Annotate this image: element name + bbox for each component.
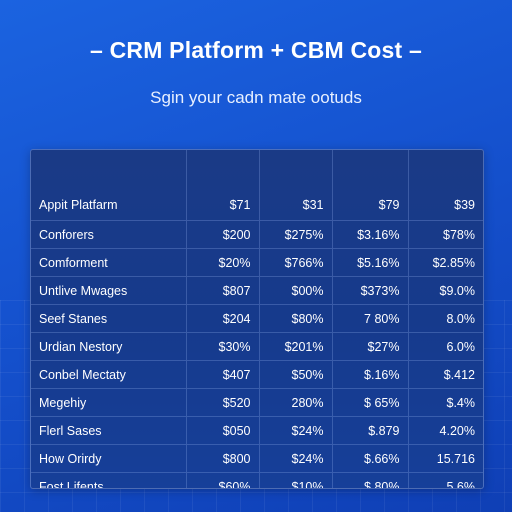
row-label: Comforment — [31, 248, 186, 277]
table-cell: $.80% — [331, 472, 408, 488]
table-cell: $27% — [331, 332, 408, 361]
table-cell: $10% — [258, 472, 332, 488]
table-cell: 7 80% — [331, 304, 408, 333]
table-row: Comforment $20% $766% $5.16% $2.85% — [31, 248, 483, 277]
table-cell: $.879 — [331, 416, 408, 445]
table-cell: $50% — [258, 360, 332, 389]
table-cell: $2.85% — [407, 248, 483, 277]
table-cell: 8.0% — [407, 304, 483, 333]
table-cell: $.4% — [407, 388, 483, 417]
header-cell: $71 — [185, 150, 259, 221]
table-cell: 15.716 — [407, 444, 483, 473]
page-title: – CRM Platform + CBM Cost – — [90, 37, 422, 63]
table-cell: $200 — [185, 220, 259, 249]
table-row: Conforers $200 $275% $3.16% $78% — [31, 220, 483, 249]
table-cell: 6.0% — [407, 332, 483, 361]
table-row: Seef Stanes $204 $80% 7 80% 8.0% — [31, 304, 483, 333]
table-cell: $5.16% — [331, 248, 408, 277]
table-cell: $204 — [185, 304, 259, 333]
table-row: Conbel Mectaty $407 $50% $.16% $.412 — [31, 360, 483, 389]
table-cell: $20% — [185, 248, 259, 277]
table-cell: 4.20% — [407, 416, 483, 445]
table-cell: $78% — [407, 220, 483, 249]
table-cell: $800 — [185, 444, 259, 473]
row-label: Conbel Mectaty — [31, 360, 186, 389]
row-label: Seef Stanes — [31, 304, 186, 333]
row-label: How Orirdy — [31, 444, 186, 473]
table-row: Urdian Nestory $30% $201% $27% 6.0% — [31, 332, 483, 361]
table-row: Untlive Mwages $807 $00% $373% $9.0% — [31, 276, 483, 305]
table-cell: $807 — [185, 276, 259, 305]
table-cell: $24% — [258, 416, 332, 445]
pricing-table: Appit Platfarm $71 $31 $79 $39 Conforers… — [30, 149, 484, 489]
table-cell: $373% — [331, 276, 408, 305]
table-cell: $00% — [258, 276, 332, 305]
header-cell: $39 — [407, 150, 483, 221]
table-cell: $.412 — [407, 360, 483, 389]
table-cell: $050 — [185, 416, 259, 445]
table-cell: $60% — [185, 472, 259, 488]
header-cell: Appit Platfarm — [31, 150, 186, 221]
row-label: Urdian Nestory — [31, 332, 186, 361]
table-cell: $275% — [258, 220, 332, 249]
table-cell: $201% — [258, 332, 332, 361]
row-label: Untlive Mwages — [31, 276, 186, 305]
table-cell: $407 — [185, 360, 259, 389]
table-cell: $ 65% — [331, 388, 408, 417]
row-label: Flerl Sases — [31, 416, 186, 445]
page-subtitle: Sgin your cadn mate ootuds — [150, 88, 362, 107]
row-label: Conforers — [31, 220, 186, 249]
table-row: Flerl Sases $050 $24% $.879 4.20% — [31, 416, 483, 445]
header-cell: $31 — [258, 150, 332, 221]
table-cell: $520 — [185, 388, 259, 417]
row-label: Megehiy — [31, 388, 186, 417]
table-row: Megehiy $520 280% $ 65% $.4% — [31, 388, 483, 417]
table-cell: $30% — [185, 332, 259, 361]
table-cell: $80% — [258, 304, 332, 333]
table-cell: $3.16% — [331, 220, 408, 249]
table-cell: 280% — [258, 388, 332, 417]
table-cell: 5.6% — [407, 472, 483, 488]
table-cell: $766% — [258, 248, 332, 277]
table-cell: $.66% — [331, 444, 408, 473]
table-row: Fost Lifents $60% $10% $.80% 5.6% — [31, 472, 483, 489]
row-label: Fost Lifents — [39, 479, 104, 489]
table-header-row: Appit Platfarm $71 $31 $79 $39 — [31, 150, 483, 221]
table-cell: $9.0% — [407, 276, 483, 305]
table-cell: $24% — [258, 444, 332, 473]
header-cell: $79 — [331, 150, 408, 221]
table-row: How Orirdy $800 $24% $.66% 15.716 — [31, 444, 483, 473]
table-cell: $.16% — [331, 360, 408, 389]
